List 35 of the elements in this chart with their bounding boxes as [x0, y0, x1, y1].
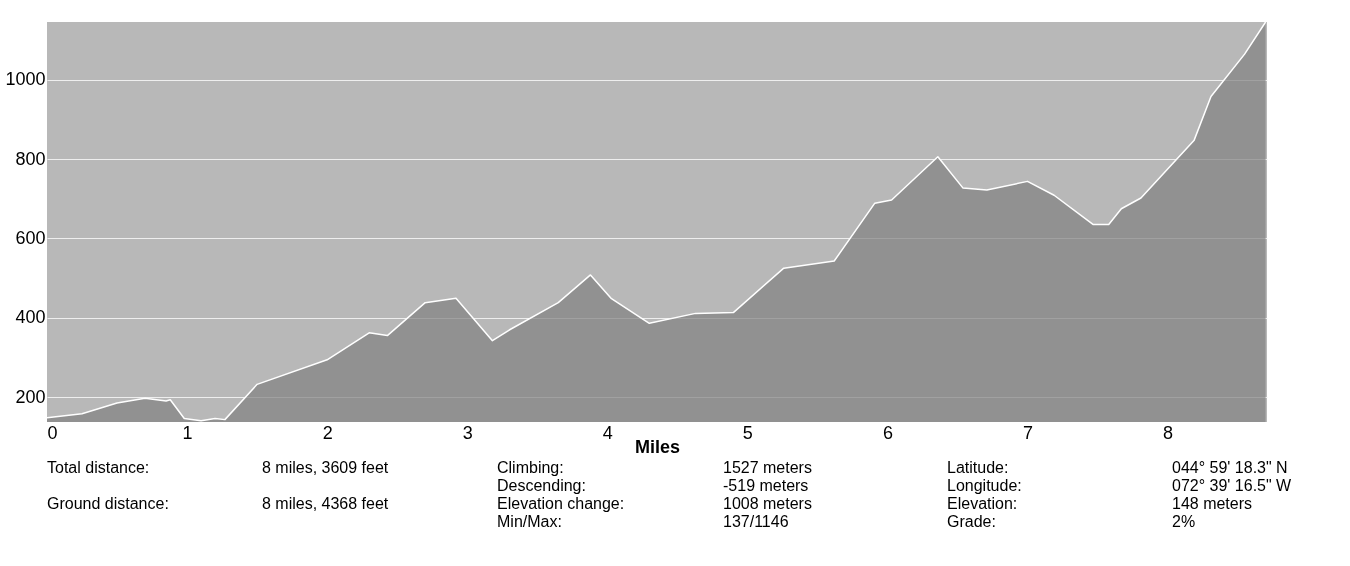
x-tick-label: 0 [47, 422, 58, 443]
x-tick-label: 8 [1163, 422, 1174, 443]
text: -519 meters [723, 477, 809, 494]
y-tick-label: 200 [15, 386, 46, 407]
x-tick-label: 2 [322, 422, 333, 443]
x-tick-label: 4 [602, 422, 613, 443]
text: 137/1146 [723, 513, 789, 530]
x-tick-label: 6 [882, 422, 893, 443]
text: 8 miles, 3609 feet [262, 459, 389, 476]
text: 044° 59' 18.3" N [1172, 459, 1288, 476]
text: Grade: [947, 513, 996, 530]
text: Elevation change: [497, 495, 625, 512]
text: 1527 meters [723, 459, 812, 476]
text: Elevation: [947, 495, 1018, 512]
text: 1008 meters [723, 495, 812, 512]
text: Longitude: [947, 477, 1022, 494]
x-axis-title: Miles [634, 436, 681, 457]
y-tick-label: 600 [15, 227, 46, 248]
x-tick-label: 7 [1022, 422, 1033, 443]
x-tick-label: 5 [742, 422, 753, 443]
text: Latitude: [947, 459, 1009, 476]
text: 8 miles, 4368 feet [262, 495, 389, 512]
x-tick-label: 1 [182, 422, 193, 443]
y-tick-label: 1000 [5, 69, 46, 90]
y-tick-label: 800 [15, 148, 46, 169]
text: Climbing: [497, 459, 564, 476]
y-tick-label: 400 [15, 307, 46, 328]
text: 2% [1172, 513, 1196, 530]
x-tick-label: 3 [462, 422, 473, 443]
text: Min/Max: [497, 513, 562, 530]
text: 148 meters [1172, 495, 1253, 512]
text: Total distance: [47, 459, 150, 476]
text: Ground distance: [47, 495, 169, 512]
text: Descending: [497, 477, 586, 494]
text: 072° 39' 16.5" W [1172, 477, 1293, 494]
